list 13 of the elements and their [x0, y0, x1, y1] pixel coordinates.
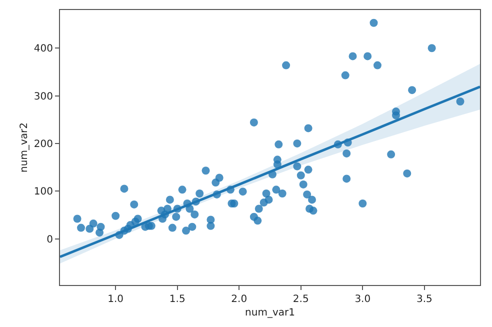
x-tick-label: 2.5 [292, 294, 309, 305]
y-tick-label: 100 [34, 186, 53, 198]
y-axis-title: num_var2 [18, 122, 30, 172]
x-tick-label: 1.0 [108, 294, 124, 305]
y-tick-label: 200 [34, 138, 53, 150]
x-axis-title: num_var1 [245, 308, 295, 318]
x-tick-label: 2.0 [231, 294, 248, 305]
x-tick-label: 3.5 [416, 294, 432, 305]
y-tick-label: 0 [46, 234, 53, 246]
y-tick-label: 300 [34, 91, 53, 102]
x-tick-label: 3.0 [354, 294, 371, 305]
y-tick-label: 400 [34, 44, 53, 55]
x-tick-label: 1.5 [169, 294, 186, 305]
